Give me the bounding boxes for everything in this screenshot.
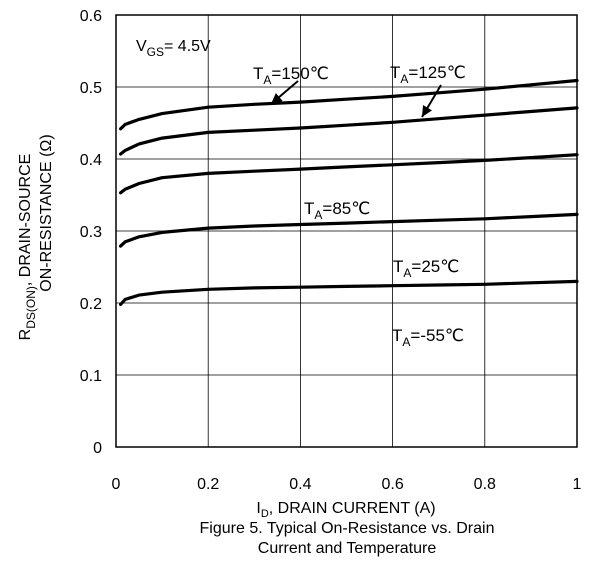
annotation-sub: A <box>263 73 271 87</box>
figure-caption-line: Figure 5. Typical On-Resistance vs. Drai… <box>200 520 495 537</box>
temperature-annotation: TA=25℃ <box>393 257 459 280</box>
x-tick-label: 0.4 <box>289 476 311 493</box>
x-tick-label: 1 <box>573 476 582 493</box>
plot-frame <box>115 14 578 448</box>
annotation-sub: A <box>403 266 411 280</box>
y-tick-label: 0.4 <box>80 152 102 169</box>
y-tick-label: 0.3 <box>80 224 102 241</box>
x-axis-label: ID, DRAIN CURRENT (A) <box>256 500 435 520</box>
y-tick-label: 0.5 <box>80 80 102 97</box>
figure-caption-line: Current and Temperature <box>258 540 437 557</box>
annotation-main: T <box>304 199 314 218</box>
y-tick-label: 0.1 <box>80 368 102 385</box>
series-line <box>119 279 579 306</box>
vgs-condition: VGS= 4.5V <box>136 38 211 59</box>
series-line <box>119 153 579 195</box>
annotation-rest: =125℃ <box>408 63 465 82</box>
y-axis-label-line1: RDS(ON), DRAIN-SOURCE <box>17 154 38 341</box>
temperature-annotation: TA=85℃ <box>304 199 370 222</box>
y-tick-label: 0 <box>93 440 102 457</box>
series-line <box>119 106 579 156</box>
annotation-arrowhead <box>422 105 433 117</box>
annotation-main: T <box>390 63 400 82</box>
annotation-sub: A <box>402 335 410 349</box>
annotation-rest: =150℃ <box>271 64 328 83</box>
temperature-annotation: TA=125℃ <box>390 63 466 86</box>
annotation-main: T <box>253 64 263 83</box>
annotation-main: T <box>392 326 402 345</box>
annotation-sub: A <box>314 208 322 222</box>
temperature-annotation: TA=-55℃ <box>392 326 464 349</box>
y-tick-label: 0.2 <box>80 296 102 313</box>
x-tick-labels: 0 0.2 0.4 0.6 0.8 1 <box>112 476 582 493</box>
axis-labels: VGS= 4.5V ID, DRAIN CURRENT (A)Figure 5. … <box>17 38 494 557</box>
x-tick-label: 0.2 <box>197 476 219 493</box>
annotation-arrowhead <box>271 93 283 104</box>
x-tick-label: 0 <box>112 476 121 493</box>
annotation-rest: =-55℃ <box>410 326 464 345</box>
annotation-rest: =25℃ <box>411 257 459 276</box>
annotation-main: T <box>393 257 403 276</box>
x-tick-label: 0.8 <box>474 476 496 493</box>
x-tick-label: 0.6 <box>381 476 403 493</box>
series-lines <box>119 78 579 306</box>
series-line <box>119 78 579 131</box>
y-tick-labels: 0 0.1 0.2 0.3 0.4 0.5 0.6 <box>80 8 102 457</box>
annotation-sub: A <box>400 72 408 86</box>
annotations: TA=150℃ TA=125℃TA=85℃TA=25℃TA=-55℃ <box>253 63 466 349</box>
series-line <box>119 212 579 248</box>
y-axis-label-line2: ON-RESISTANCE (Ω) <box>38 134 55 291</box>
annotation-rest: =85℃ <box>322 199 370 218</box>
temperature-annotation: TA=150℃ <box>253 64 329 87</box>
y-tick-label: 0.6 <box>80 8 102 25</box>
